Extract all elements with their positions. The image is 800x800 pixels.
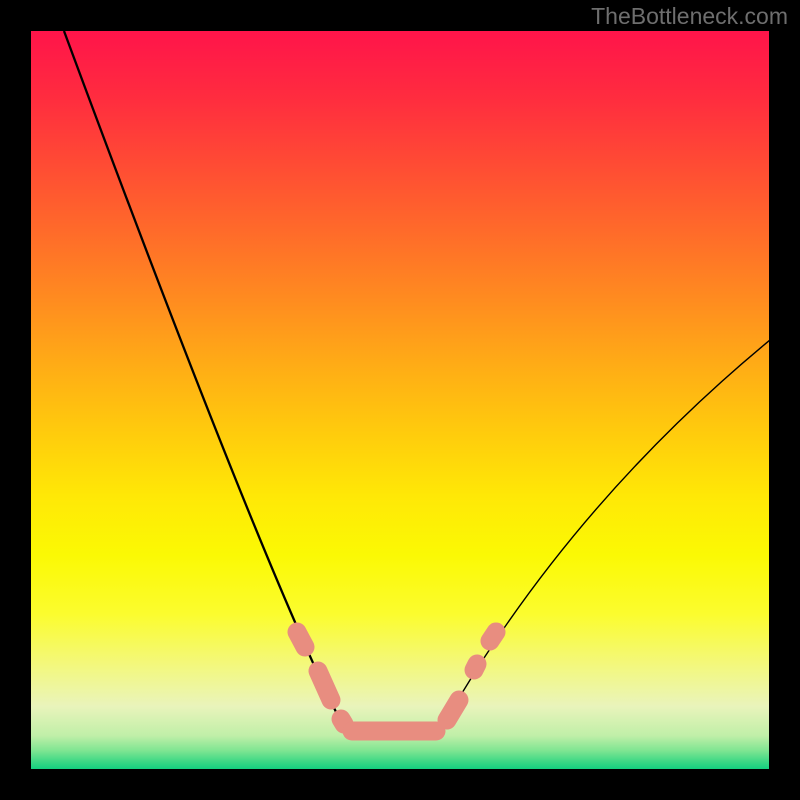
plot-background: [31, 31, 769, 769]
highlight-segment: [474, 664, 477, 670]
highlight-segment: [447, 700, 459, 720]
highlight-segment: [318, 671, 331, 700]
chart-svg: TheBottleneck.com: [0, 0, 800, 800]
chart-container: TheBottleneck.com: [0, 0, 800, 800]
highlight-segment: [490, 632, 496, 641]
watermark-text: TheBottleneck.com: [591, 3, 788, 29]
highlight-segment: [341, 719, 344, 724]
highlight-segment: [297, 632, 305, 647]
